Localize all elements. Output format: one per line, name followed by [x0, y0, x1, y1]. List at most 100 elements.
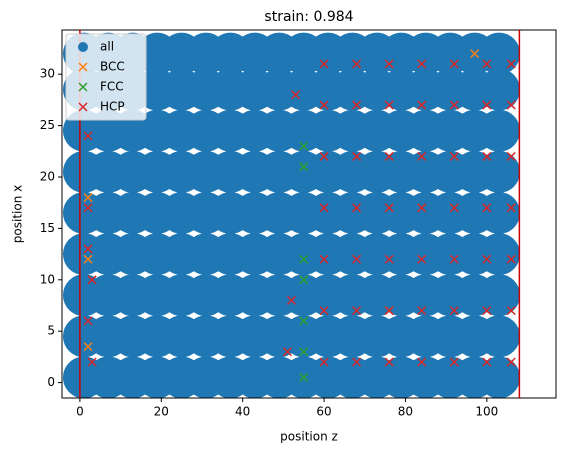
x-marker	[417, 100, 427, 110]
y-tick-label: 15	[40, 221, 55, 235]
x-marker	[291, 90, 301, 100]
x-marker	[87, 357, 97, 367]
chart-title: strain: 0.984	[264, 9, 353, 25]
x-tick-label: 20	[154, 405, 169, 419]
x-marker	[506, 306, 516, 316]
x-marker	[83, 342, 93, 352]
x-marker	[319, 254, 329, 264]
x-marker	[319, 100, 329, 110]
legend-label: HCP	[100, 100, 125, 114]
plot-area	[62, 32, 521, 398]
x-marker	[319, 203, 329, 213]
x-marker	[78, 62, 88, 72]
x-tick-label: 100	[475, 405, 498, 419]
x-marker	[482, 254, 492, 264]
x-marker	[417, 254, 427, 264]
x-marker	[384, 306, 394, 316]
y-tick-label: 30	[40, 67, 55, 81]
point	[478, 32, 521, 75]
legend-label: BCC	[100, 60, 125, 74]
x-marker	[417, 151, 427, 161]
x-marker	[506, 59, 516, 69]
x-marker	[83, 131, 93, 141]
legend-marker	[78, 42, 88, 52]
x-marker	[384, 357, 394, 367]
point	[478, 109, 521, 152]
x-marker	[282, 347, 292, 357]
legend-box	[65, 33, 147, 121]
x-marker	[449, 59, 459, 69]
x-marker	[482, 357, 492, 367]
x-marker	[482, 59, 492, 69]
x-marker	[352, 254, 362, 264]
point	[478, 150, 521, 193]
x-marker	[384, 203, 394, 213]
y-axis-label: position x	[11, 185, 25, 243]
x-marker	[482, 203, 492, 213]
x-marker	[384, 151, 394, 161]
x-marker	[449, 254, 459, 264]
x-marker	[470, 49, 480, 59]
x-marker	[78, 82, 88, 92]
x-marker	[417, 59, 427, 69]
x-marker	[506, 151, 516, 161]
point	[478, 315, 521, 358]
legend-label: all	[100, 40, 114, 54]
x-marker	[83, 316, 93, 326]
point	[478, 233, 521, 276]
x-marker	[384, 59, 394, 69]
x-marker	[78, 102, 88, 112]
x-marker	[299, 316, 309, 326]
x-tick-label: 0	[76, 405, 84, 419]
x-marker	[417, 203, 427, 213]
legend-label: FCC	[100, 80, 124, 94]
x-tick-label: 40	[235, 405, 250, 419]
point	[478, 274, 521, 317]
x-marker	[384, 100, 394, 110]
x-marker	[319, 151, 329, 161]
x-marker	[449, 100, 459, 110]
x-marker	[299, 372, 309, 382]
axes-frame	[61, 29, 557, 399]
point	[478, 356, 521, 398]
x-marker	[319, 59, 329, 69]
y-tick-label: 20	[40, 169, 55, 183]
x-tick-label: 60	[316, 405, 331, 419]
x-marker	[299, 275, 309, 285]
x-axis-label: position z	[280, 430, 338, 444]
x-marker	[352, 306, 362, 316]
x-marker	[319, 306, 329, 316]
x-marker	[384, 254, 394, 264]
point	[478, 68, 521, 111]
y-tick-label: 5	[47, 324, 55, 338]
x-marker	[482, 100, 492, 110]
point	[478, 191, 521, 234]
x-marker	[87, 275, 97, 285]
x-marker	[449, 306, 459, 316]
x-marker	[417, 357, 427, 367]
x-marker	[482, 151, 492, 161]
x-marker	[449, 357, 459, 367]
x-marker	[352, 151, 362, 161]
x-marker	[299, 347, 309, 357]
x-marker	[506, 254, 516, 264]
x-marker	[83, 254, 93, 264]
x-marker	[299, 141, 309, 151]
x-marker	[449, 151, 459, 161]
x-marker	[299, 254, 309, 264]
x-marker	[319, 357, 329, 367]
x-marker	[417, 306, 427, 316]
x-marker	[83, 193, 93, 203]
x-marker	[83, 203, 93, 213]
x-marker	[352, 203, 362, 213]
x-marker	[352, 357, 362, 367]
x-marker	[286, 295, 297, 305]
x-marker	[482, 306, 492, 316]
x-marker	[506, 203, 516, 213]
y-tick-label: 10	[40, 272, 55, 286]
x-marker	[352, 100, 362, 110]
x-marker	[449, 203, 459, 213]
x-marker	[352, 59, 362, 69]
y-tick-label: 0	[47, 375, 55, 389]
